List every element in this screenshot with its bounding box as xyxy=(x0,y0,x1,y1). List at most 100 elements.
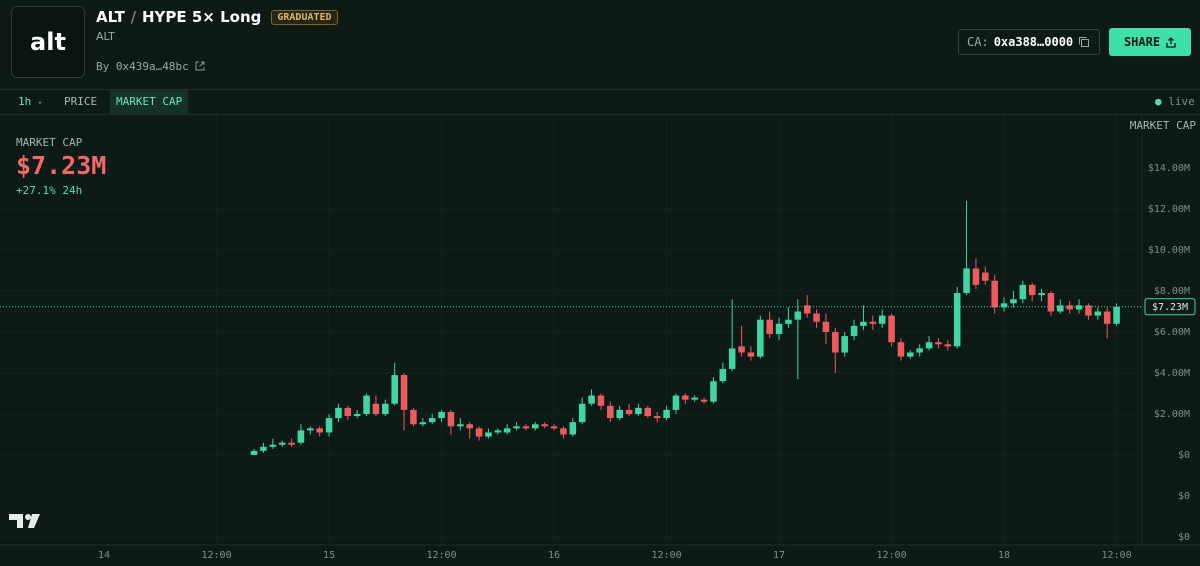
contract-address[interactable]: CA: 0xa388…0000 xyxy=(958,29,1100,55)
candle-body xyxy=(597,395,605,406)
candle xyxy=(1085,303,1092,320)
candle-body xyxy=(616,409,623,419)
candle-body xyxy=(1094,311,1102,316)
y-tick-label: $0 xyxy=(1178,532,1190,543)
share-icon xyxy=(1166,36,1176,48)
candle xyxy=(250,448,258,455)
candle-body xyxy=(719,368,727,382)
candle-body xyxy=(822,321,830,332)
candle-body xyxy=(316,428,323,433)
candle-body xyxy=(832,332,839,353)
candle xyxy=(719,362,727,384)
y-tick-label: $14.00M xyxy=(1148,163,1190,174)
y-axis-title: MARKET CAP xyxy=(1130,119,1197,132)
candle xyxy=(1010,291,1017,308)
candle-body xyxy=(953,293,961,347)
y-tick-label: $6.00M xyxy=(1154,327,1190,338)
candle-body xyxy=(269,444,277,447)
candle-body xyxy=(925,342,933,349)
candle xyxy=(1103,307,1111,339)
candle-body xyxy=(728,348,736,369)
ca-label: CA: xyxy=(967,35,989,49)
candle-body xyxy=(344,407,352,417)
y-tick-label: $12.00M xyxy=(1148,204,1190,215)
candle-body xyxy=(363,395,370,414)
candle-body xyxy=(747,352,755,357)
candle xyxy=(400,373,408,431)
candle-body xyxy=(691,397,698,400)
candle-body xyxy=(513,426,520,429)
candle-body xyxy=(878,315,886,324)
candle-body xyxy=(663,409,670,419)
candle-body xyxy=(635,407,642,414)
candle-body xyxy=(391,375,398,404)
candle xyxy=(494,428,502,435)
token-symbol: ALT xyxy=(96,30,115,43)
creator-address[interactable]: By 0x439a…48bc xyxy=(96,60,189,73)
candle xyxy=(635,403,642,417)
candle-body xyxy=(438,411,445,419)
candle-body xyxy=(757,319,764,357)
candle xyxy=(316,426,323,437)
candle-body xyxy=(522,426,530,429)
x-tick-label: 14 xyxy=(98,550,110,561)
candle xyxy=(663,405,670,421)
candle xyxy=(907,350,914,359)
creator-link[interactable]: By 0x439a…48bc xyxy=(96,60,205,73)
candle-body xyxy=(766,319,773,335)
candle-body xyxy=(353,414,361,417)
candle-body xyxy=(700,399,708,402)
last-value-label: $7.23M xyxy=(1152,302,1188,313)
candle xyxy=(382,399,389,417)
candle-body xyxy=(850,325,858,337)
candle xyxy=(344,405,352,421)
interval-select[interactable]: 1h ▾ xyxy=(18,95,43,108)
candle xyxy=(597,393,605,410)
tradingview-logo xyxy=(9,514,40,528)
candle-body xyxy=(560,428,567,435)
x-tick-label: 12:00 xyxy=(877,550,907,561)
x-tick-label: 17 xyxy=(773,550,785,561)
share-button[interactable]: SHARE xyxy=(1109,28,1191,56)
candle xyxy=(822,313,830,345)
share-label[interactable]: SHARE xyxy=(1123,35,1161,49)
candle-body xyxy=(944,344,952,347)
candle xyxy=(672,393,680,414)
title-separator: / xyxy=(130,8,136,26)
candle xyxy=(457,418,464,431)
candle xyxy=(569,418,577,437)
candle xyxy=(616,405,623,421)
candle xyxy=(747,346,755,361)
interval-label[interactable]: 1h xyxy=(18,95,32,108)
candle-body xyxy=(1038,293,1045,296)
candle-body xyxy=(1019,284,1027,300)
candle-body xyxy=(494,430,502,433)
candle-body xyxy=(466,424,473,429)
candle xyxy=(297,424,305,445)
tab-price[interactable]: PRICE xyxy=(64,95,98,108)
candle xyxy=(775,317,783,341)
candle xyxy=(869,315,877,330)
candle-body xyxy=(278,442,286,445)
candle xyxy=(550,424,558,431)
candle-body xyxy=(288,442,295,445)
candle xyxy=(503,424,511,435)
y-tick-label: $2.00M xyxy=(1154,409,1190,420)
candle-body xyxy=(307,428,314,431)
candle xyxy=(372,395,380,417)
candle-body xyxy=(457,424,464,427)
candle xyxy=(878,309,886,328)
candle xyxy=(700,397,708,404)
tab-market-cap[interactable]: MARKET CAP xyxy=(110,90,189,114)
candle xyxy=(1038,288,1045,302)
candle xyxy=(944,340,952,351)
candle xyxy=(766,311,773,339)
candle xyxy=(438,409,445,423)
candle xyxy=(1066,301,1073,314)
copy-icon[interactable] xyxy=(1078,36,1090,48)
legend-value: $7.23M xyxy=(16,151,107,180)
candle xyxy=(935,338,942,349)
candle xyxy=(363,393,370,417)
candle xyxy=(391,362,398,406)
candle-body xyxy=(1066,305,1073,310)
